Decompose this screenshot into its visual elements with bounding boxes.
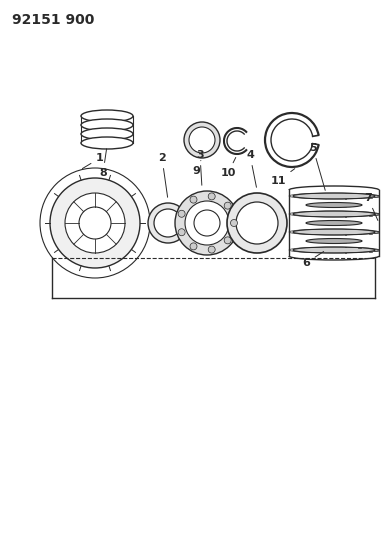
- Text: 92151 900: 92151 900: [12, 13, 94, 27]
- Circle shape: [154, 209, 182, 237]
- Text: 5: 5: [309, 143, 325, 190]
- Text: 3: 3: [196, 150, 204, 185]
- Circle shape: [224, 202, 231, 209]
- Circle shape: [194, 210, 220, 236]
- Circle shape: [148, 203, 188, 243]
- Ellipse shape: [293, 211, 375, 217]
- Text: 2: 2: [158, 153, 168, 197]
- Ellipse shape: [306, 221, 362, 225]
- Text: 10: 10: [220, 157, 236, 178]
- Ellipse shape: [81, 128, 133, 140]
- Circle shape: [184, 122, 220, 158]
- Text: 4: 4: [246, 150, 256, 187]
- Circle shape: [65, 193, 125, 253]
- Circle shape: [208, 193, 215, 200]
- Circle shape: [190, 196, 197, 203]
- Circle shape: [236, 202, 278, 244]
- Ellipse shape: [293, 193, 375, 199]
- Circle shape: [79, 207, 111, 239]
- Circle shape: [208, 246, 215, 253]
- Circle shape: [185, 201, 229, 245]
- Ellipse shape: [306, 203, 362, 207]
- Text: 6: 6: [302, 252, 324, 268]
- Ellipse shape: [293, 247, 375, 253]
- Ellipse shape: [81, 119, 133, 131]
- Ellipse shape: [293, 229, 375, 235]
- Circle shape: [178, 210, 185, 217]
- Text: 8: 8: [99, 149, 107, 178]
- Circle shape: [227, 193, 287, 253]
- Circle shape: [50, 178, 140, 268]
- Ellipse shape: [81, 137, 133, 149]
- Circle shape: [178, 229, 185, 236]
- Ellipse shape: [306, 238, 362, 244]
- Circle shape: [190, 243, 197, 250]
- Text: 11: 11: [270, 168, 295, 186]
- Circle shape: [175, 191, 239, 255]
- Text: 9: 9: [192, 160, 201, 176]
- Circle shape: [224, 237, 231, 244]
- Circle shape: [230, 220, 237, 227]
- Text: 1: 1: [82, 153, 104, 168]
- Ellipse shape: [81, 110, 133, 122]
- Circle shape: [189, 127, 215, 153]
- Text: 7: 7: [364, 193, 378, 221]
